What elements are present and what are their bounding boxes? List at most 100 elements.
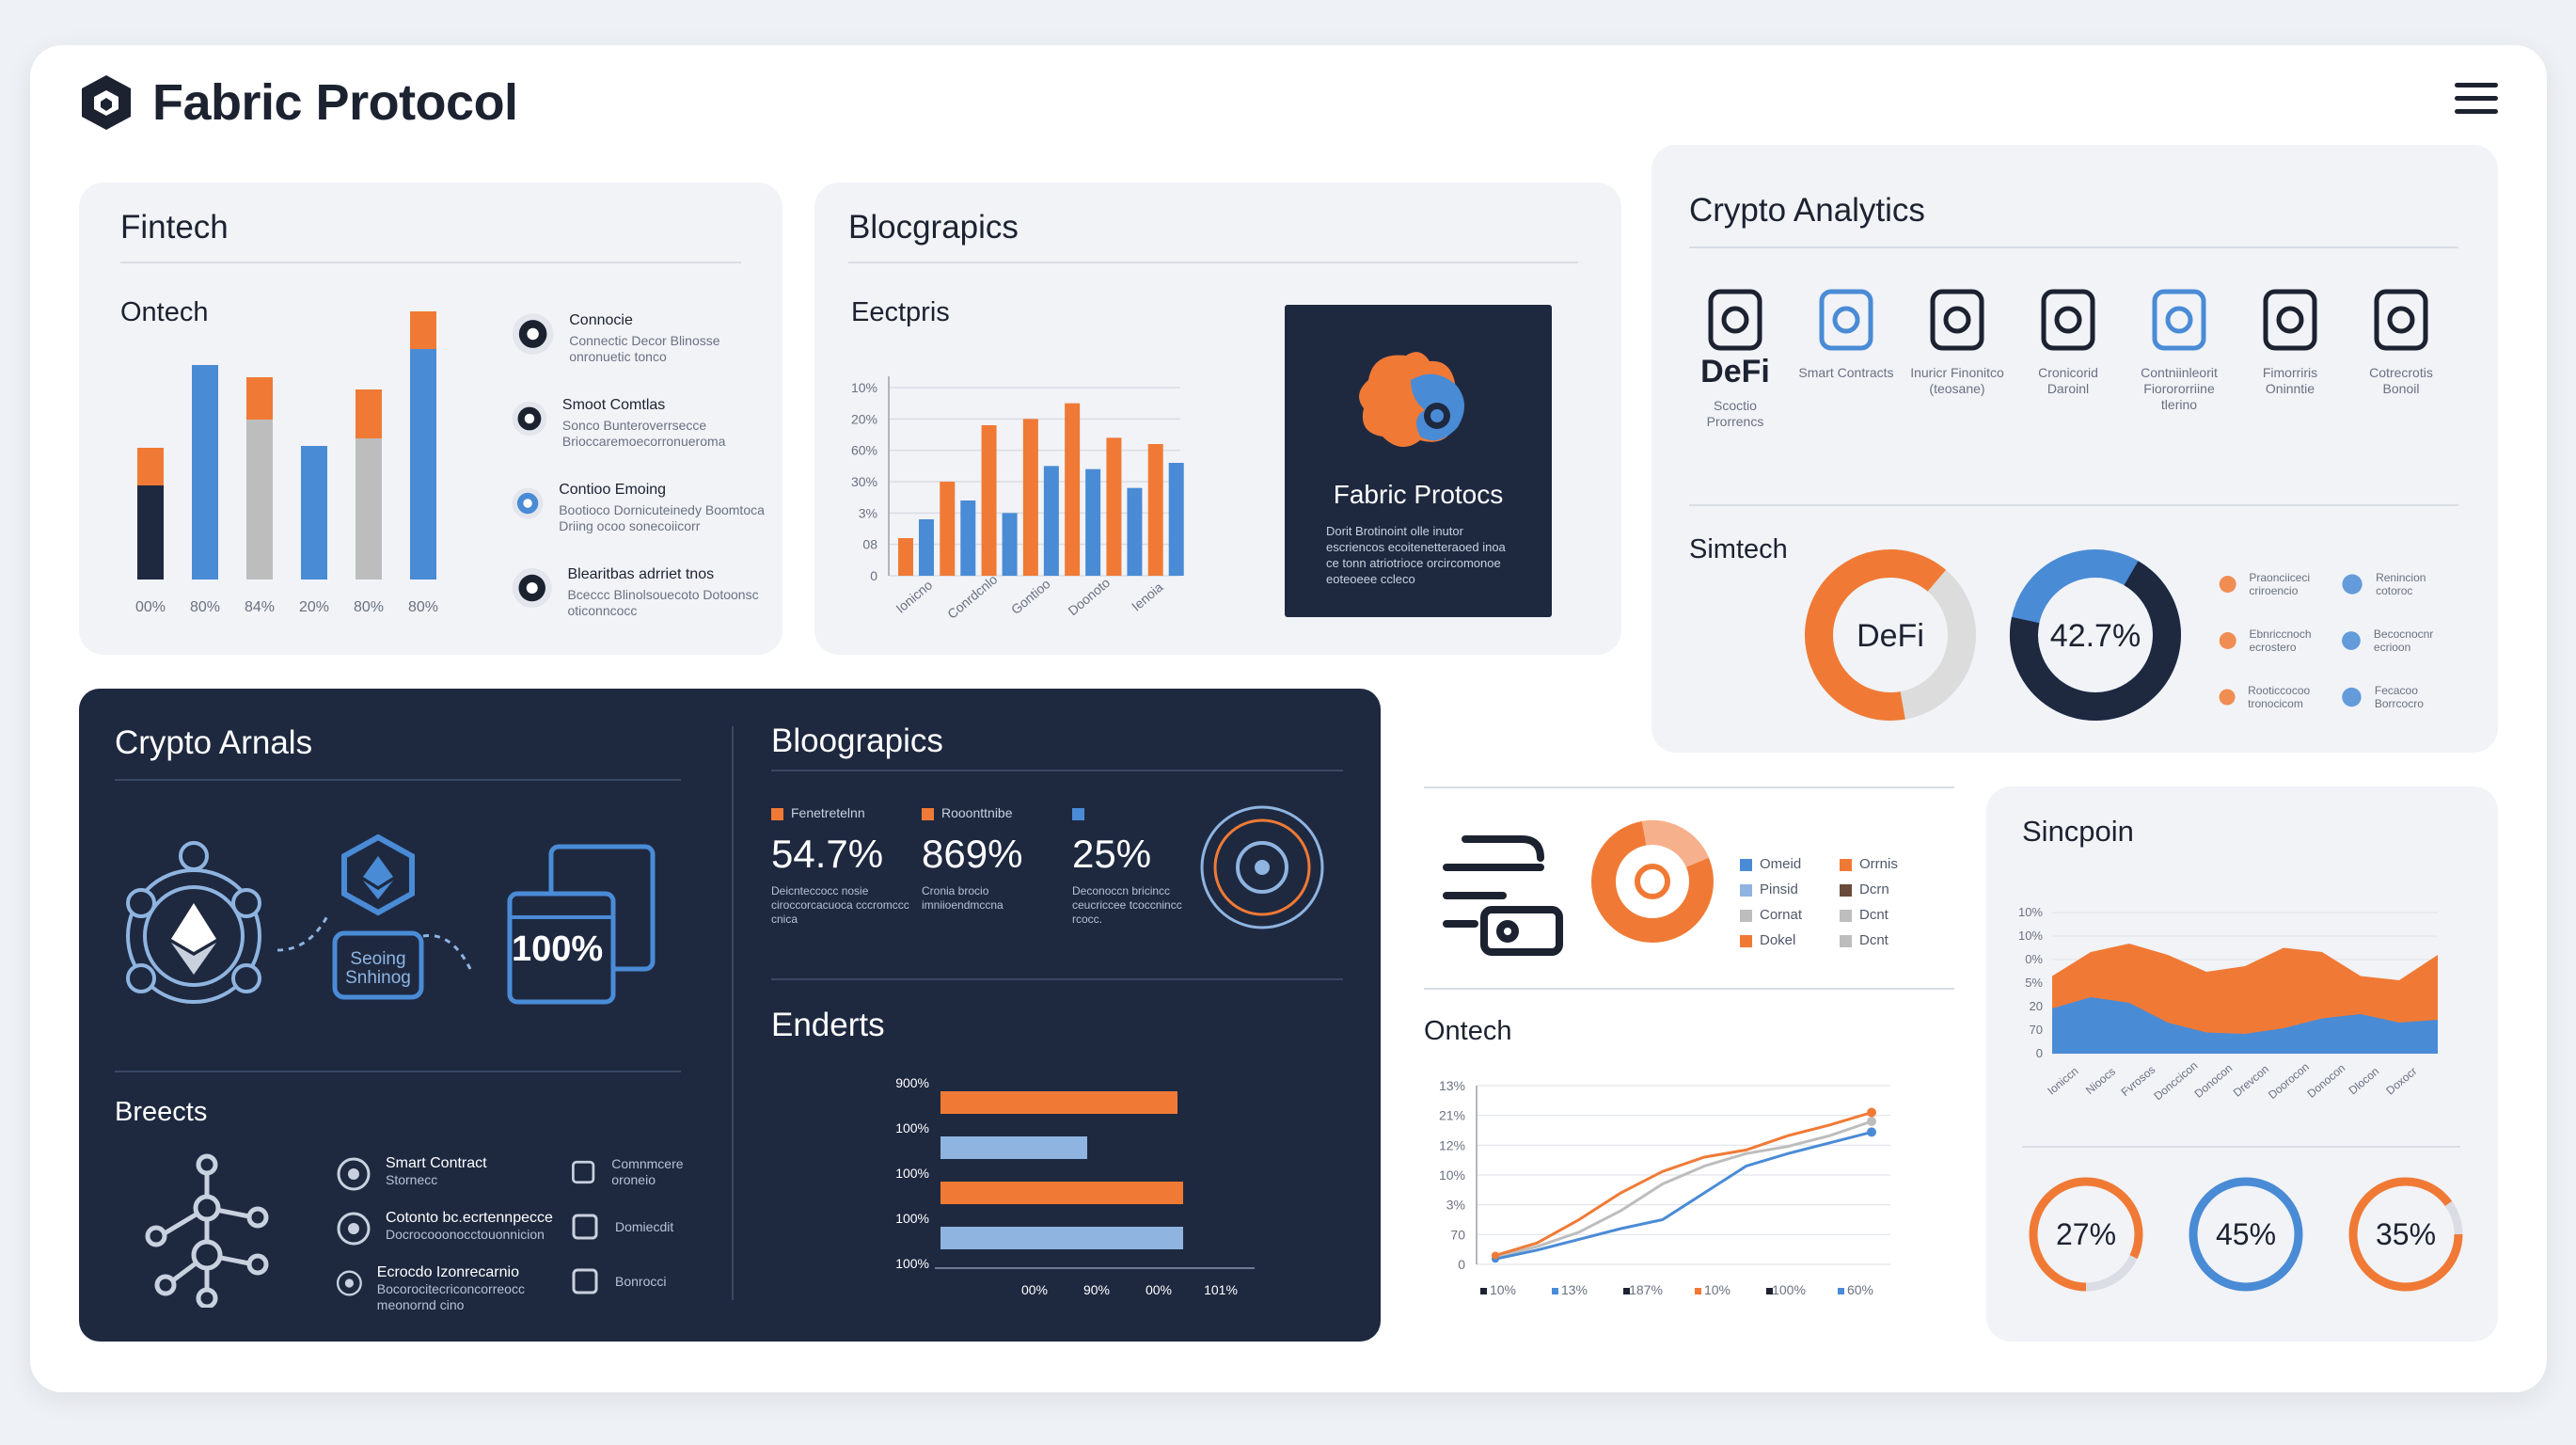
hand-icon — [2342, 574, 2363, 595]
sincpoin-xtick: Drevcon — [2231, 1062, 2271, 1099]
donut-arc — [2010, 549, 2181, 721]
eectpris-bar-chart: 10% 20% 60% 30% 3% 08 0 Ionicno Conrdcnlo Gontioo… — [851, 376, 1184, 622]
divider — [1424, 988, 1954, 990]
simtech-side-text: Ebnriccnoch ecrostero — [2249, 627, 2312, 654]
simtech-side-item[interactable]: Ebnriccnoch ecrostero — [2216, 625, 2333, 657]
mid-legend-item: Omeid — [1740, 856, 1801, 872]
hamburger-menu-icon[interactable] — [2455, 83, 2498, 117]
fintech-subtitle: Ontech — [120, 297, 209, 327]
breects-list2-item[interactable]: Comnmcere oroneio — [568, 1155, 719, 1189]
eectpris-bar — [1168, 463, 1184, 576]
breects-list2-item[interactable]: Bonrocci — [568, 1264, 719, 1298]
crypto-icon-item[interactable]: Contniinleorit Fiorororriine tlerino — [2127, 282, 2231, 413]
fintech-bar — [410, 311, 436, 349]
ontech-xtick-marker — [1695, 1288, 1701, 1294]
fintech-list-item[interactable]: Connocie Connectic Decor Blinosse onronue… — [512, 307, 766, 365]
fintech-bar — [192, 365, 218, 580]
crypto-icon-label: Inuricr Finonitco (teosane) — [1910, 365, 2004, 396]
crypto-icon-item[interactable]: Fimorriris Oninntie — [2238, 282, 2342, 397]
breects-list: Smart Contract Stornecc Cotonto bc.ecrtenn… — [335, 1155, 561, 1330]
enderts-ytick: 900% — [895, 1075, 929, 1090]
ontech-xtick-marker — [1480, 1288, 1487, 1294]
feature-panel[interactable]: Fabric Protocs Dorit Brotinoint olle inu… — [1285, 305, 1552, 617]
enderts-bar — [940, 1227, 1183, 1249]
sincpoin-xtick: Doorocon — [2266, 1060, 2312, 1102]
eectpris-ytick: 08 — [862, 537, 877, 552]
breects-list-item[interactable]: Cotonto bc.ecrtennpecce Docrocooonocctouo… — [335, 1210, 561, 1247]
gear-icon — [512, 401, 547, 437]
breects-list-item[interactable]: Smart Contract Stornecc — [335, 1155, 561, 1193]
fintech-list-item[interactable]: Smoot Comtlas Sonco Bunteroverrsecce Brio… — [512, 391, 766, 450]
eectpris-bar — [940, 482, 956, 576]
ontech-ytick: 21% — [1439, 1108, 1465, 1123]
fintech-list-item[interactable]: Blearitbas adrriet tnos Bceccc Blinolsoue… — [512, 561, 766, 619]
crypto-icon-label: Scoctio Prorrencs — [1706, 398, 1764, 429]
simtech-side-text: Praonciiceci criroencio — [2249, 571, 2311, 597]
stat-value: 25% — [1072, 832, 1152, 876]
sincpoin-card — [1986, 786, 2498, 1342]
mid-legend-label: Dokel — [1760, 932, 1796, 948]
breects-list2-item[interactable]: Domiecdit — [568, 1210, 719, 1244]
stat-legend: Fenetretelnn — [791, 805, 865, 820]
breects-list-item[interactable]: Ecrocdo Izonrecarnio Bocorocitecriconcorr… — [335, 1264, 561, 1313]
breects-list2-title: Comnmcere oroneio — [611, 1156, 684, 1187]
brain-gear-icon — [1200, 805, 1324, 929]
mid-legend-item: Cornat — [1740, 907, 1802, 923]
crypto-icon-item[interactable]: DeFi Scoctio Prorrencs — [1683, 282, 1787, 430]
simtech-side-item[interactable]: Rooticcocoo tronocicom — [2216, 681, 2333, 713]
crypto-icon-item[interactable]: Cronicorid Daroinl — [2016, 282, 2120, 397]
fintech-tick-label: 80% — [408, 599, 438, 615]
fintech-bar — [246, 420, 273, 580]
crypto-icons-row: DeFi Scoctio Prorrencs Smart Contracts Inur… — [1683, 282, 2464, 470]
eectpris-ytick: 0 — [870, 568, 877, 583]
stat-block: Rooonttnibe 869% Cronia brocio imniioendmc… — [922, 805, 1063, 913]
vertical-divider — [732, 726, 734, 1300]
fintech-list-item[interactable]: Contioo Emoing Bootioco Dornicuteinedy Bo… — [512, 476, 766, 534]
enderts-ytick: 100% — [895, 1211, 929, 1226]
mid-legend-label: Dcrn — [1859, 881, 1889, 897]
mid-legend-label: Dcnt — [1859, 932, 1889, 948]
simtech-side-item[interactable]: Praonciiceci criroencio — [2216, 568, 2333, 600]
simtech-side-item[interactable]: Becocnocnr ecrioon — [2338, 625, 2456, 657]
crypto-icon-item[interactable]: Smart Contracts — [1794, 282, 1898, 381]
crypto-arnals-title: Crypto Arnals — [115, 724, 313, 761]
target-icon — [512, 568, 552, 608]
envelope-icon — [2263, 289, 2317, 351]
ontech-xtick: 13% — [1561, 1282, 1588, 1297]
divider — [1424, 786, 1954, 788]
eectpris-bar — [960, 500, 976, 576]
donut-label: DeFi — [1857, 618, 1924, 654]
enderts-bar — [940, 1182, 1183, 1204]
simtech-title: Simtech — [1689, 534, 1788, 564]
fintech-list-title: Smoot Comtlas — [561, 397, 666, 413]
stat-desc: Cronia brocio imniioendmccna — [922, 884, 1004, 912]
divider — [2022, 1146, 2460, 1148]
eectpris-bar — [981, 425, 997, 576]
simtech-side-item[interactable]: Renincion cotoroc — [2338, 568, 2456, 600]
breects-list2-title: Bonrocci — [615, 1273, 667, 1289]
enderts-xtick: 00% — [1021, 1282, 1048, 1297]
sincpoin-xtick: Donccicon — [2151, 1059, 2200, 1104]
crypto-icon-item[interactable]: Cotrecrotis Bonoil — [2349, 282, 2453, 397]
eectpris-bar — [1002, 513, 1018, 576]
browser-text: 100% — [512, 929, 604, 969]
crypto-icon-label: Cotrecrotis Bonoil — [2369, 365, 2433, 396]
crypto-analytics-card — [1651, 145, 2498, 753]
stat-legend: Rooonttnibe — [941, 805, 1013, 820]
sincpoin-ytick: 10% — [2018, 905, 2043, 919]
ontech-ytick: 10% — [1439, 1167, 1465, 1183]
eectpris-xtick: Ionicno — [893, 577, 935, 615]
ontech-ytick: 70 — [1450, 1227, 1465, 1242]
mid-legend-item: Dcnt — [1840, 932, 1889, 948]
enderts-ytick: 100% — [895, 1120, 929, 1135]
eectpris-ytick: 3% — [859, 505, 877, 520]
enderts-ytick: 100% — [895, 1166, 929, 1181]
crypto-icon-item[interactable]: Inuricr Finonitco (teosane) — [1905, 282, 2009, 397]
breects-item-title: Ecrocdo Izonrecarnio — [376, 1264, 519, 1280]
ontech-ytick: 3% — [1446, 1198, 1465, 1213]
app-title: Fabric Protocol — [152, 74, 518, 131]
enderts-bar — [940, 1136, 1087, 1159]
simtech-side-item[interactable]: Fecacoo Borrcocro — [2338, 681, 2456, 713]
fintech-bar — [410, 349, 436, 580]
fintech-list-title: Blearitbas adrriet tnos — [567, 566, 715, 582]
